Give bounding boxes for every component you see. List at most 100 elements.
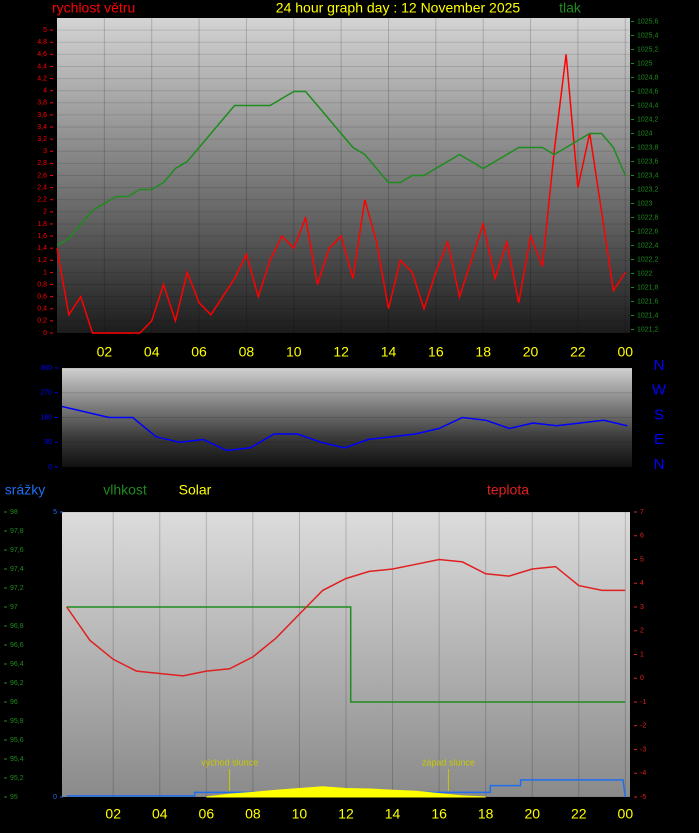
y-tick-label: 1 <box>43 269 47 276</box>
y3-tick-label: 96,8 <box>10 623 24 630</box>
series-line <box>56 54 626 334</box>
x-tick-label: 12 <box>333 344 349 360</box>
y-tick-label: 2 <box>43 209 47 216</box>
y2-tick-label: 1023,8 <box>637 144 659 151</box>
y3-tick-label: 97,8 <box>10 528 24 535</box>
y2-tick-label: 1024 <box>637 130 653 137</box>
y-tick-label: 0 <box>43 330 47 337</box>
y2-tick-label: 1024,4 <box>637 102 659 109</box>
y-tick-label: 5 <box>53 509 57 516</box>
y2-tick-label: 1025,2 <box>637 46 659 53</box>
y2-tick-label: 1023,6 <box>637 158 659 165</box>
compass-label: N <box>654 456 665 473</box>
y2-tick-label: 1024,2 <box>637 116 659 123</box>
y3-tick-label: 95 <box>10 794 18 801</box>
x-tick-label: 04 <box>152 806 168 822</box>
y2-tick-label: -1 <box>640 699 646 706</box>
x-tick-label: 06 <box>191 344 207 360</box>
y2-tick-label: 1021,6 <box>637 298 659 305</box>
y2-tick-label: 1025,4 <box>637 32 659 39</box>
y2-tick-label: -5 <box>640 794 646 801</box>
legend-label: teplota <box>487 482 529 498</box>
y2-tick-label: 1022,6 <box>637 228 659 235</box>
y-tick-label: 270 <box>40 390 52 397</box>
x-tick-label: 18 <box>475 344 491 360</box>
y3-tick-label: 96,2 <box>10 680 24 687</box>
y2-tick-label: 2 <box>640 628 644 635</box>
y3-tick-label: 97,4 <box>10 566 24 573</box>
compass-label: W <box>652 382 667 399</box>
y-tick-label: 180 <box>40 414 52 421</box>
annotation: východ slunce <box>201 757 258 767</box>
y-tick-label: 4,2 <box>37 75 47 82</box>
y3-tick-label: 95,8 <box>10 718 24 725</box>
y2-tick-label: 5 <box>640 556 644 563</box>
y-tick-label: 360 <box>40 365 52 372</box>
y3-tick-label: 97,6 <box>10 547 24 554</box>
y-tick-label: 2,6 <box>37 172 47 179</box>
y-tick-label: 2,4 <box>37 184 47 191</box>
y-tick-label: 1,6 <box>37 233 47 240</box>
y-tick-label: 4,6 <box>37 51 47 58</box>
legend-label: rychlost větru <box>52 0 135 16</box>
y-tick-label: 4,8 <box>37 39 47 46</box>
y2-tick-label: 3 <box>640 604 644 611</box>
x-tick-label: 02 <box>105 806 121 822</box>
y-tick-label: 0,4 <box>37 306 47 313</box>
y-tick-label: 4 <box>43 88 47 95</box>
y-tick-label: 3,8 <box>37 100 47 107</box>
y-tick-label: 3 <box>43 148 47 155</box>
y2-tick-label: -4 <box>640 770 646 777</box>
y-tick-label: 1,2 <box>37 257 47 264</box>
y-tick-label: 0 <box>53 794 57 801</box>
series-line <box>66 606 626 703</box>
y-tick-label: 0,2 <box>37 318 47 325</box>
y-tick-label: 2,2 <box>37 197 47 204</box>
series-line <box>56 90 626 247</box>
y2-tick-label: 1021,2 <box>637 326 659 333</box>
y2-tick-label: 1 <box>640 651 644 658</box>
x-tick-label: 22 <box>571 806 587 822</box>
y2-tick-label: 6 <box>640 533 644 540</box>
plot-area <box>62 512 630 797</box>
x-tick-label: 10 <box>292 806 308 822</box>
y2-tick-label: 1023,4 <box>637 172 659 179</box>
y2-tick-label: 1024,6 <box>637 88 659 95</box>
y2-tick-label: 1022 <box>637 270 653 277</box>
x-tick-label: 14 <box>385 806 401 822</box>
y2-tick-label: 1022,8 <box>637 214 659 221</box>
y3-tick-label: 95,4 <box>10 756 24 763</box>
y-tick-label: 0,8 <box>37 281 47 288</box>
x-tick-label: 20 <box>523 344 539 360</box>
x-tick-label: 20 <box>524 806 540 822</box>
y2-tick-label: 7 <box>640 509 644 516</box>
y2-tick-label: 4 <box>640 580 644 587</box>
y3-tick-label: 96,4 <box>10 661 24 668</box>
y2-tick-label: 1023 <box>637 200 653 207</box>
series-line <box>61 405 628 452</box>
legend-label: srážky <box>5 482 45 498</box>
y-tick-label: 3,4 <box>37 124 47 131</box>
x-tick-label: 08 <box>245 806 261 822</box>
y2-tick-label: -3 <box>640 746 646 753</box>
compass-label: E <box>654 431 664 448</box>
series-line <box>66 558 626 677</box>
y-tick-label: 0 <box>48 464 52 471</box>
x-tick-label: 06 <box>199 806 215 822</box>
series-line <box>66 779 627 798</box>
y-tick-label: 1,8 <box>37 221 47 228</box>
y3-tick-label: 95,6 <box>10 737 24 744</box>
y2-tick-label: 1021,8 <box>637 284 659 291</box>
y2-tick-label: 1021,4 <box>637 312 659 319</box>
x-tick-label: 18 <box>478 806 494 822</box>
x-tick-label: 10 <box>286 344 302 360</box>
chart-title: 24 hour graph day : 12 November 2025 <box>276 0 521 16</box>
y2-tick-label: 1022,2 <box>637 256 659 263</box>
x-tick-label: 00 <box>618 806 634 822</box>
x-tick-label: 14 <box>381 344 397 360</box>
compass-label: N <box>654 357 665 374</box>
y-tick-label: 1,4 <box>37 245 47 252</box>
y3-tick-label: 98 <box>10 509 18 516</box>
y2-tick-label: 1024,8 <box>637 74 659 81</box>
